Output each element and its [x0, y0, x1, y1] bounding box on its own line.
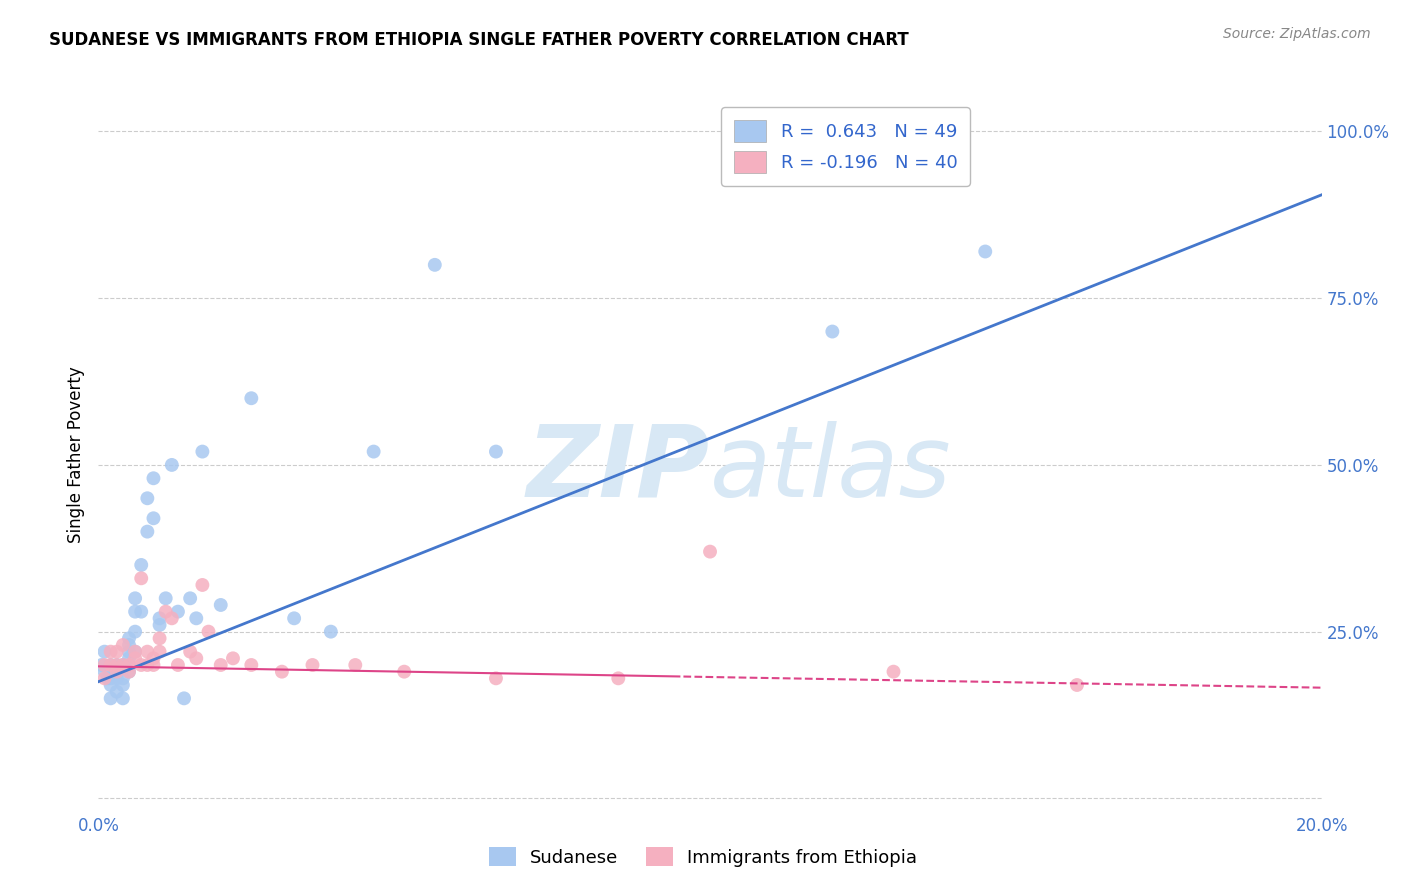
Point — [129, 658, 152, 673]
Point — [186, 611, 208, 625]
Point — [105, 645, 128, 659]
Point — [392, 665, 416, 679]
Point — [142, 658, 165, 673]
Point — [105, 665, 128, 679]
Point — [974, 244, 997, 259]
Point — [270, 665, 292, 679]
Point — [118, 632, 141, 646]
Point — [155, 605, 177, 619]
Point — [118, 665, 141, 679]
Point — [283, 611, 305, 625]
Point — [111, 658, 134, 673]
Point — [209, 598, 232, 612]
Point — [821, 325, 844, 339]
Point — [105, 671, 128, 685]
Point — [97, 671, 120, 685]
Point — [93, 671, 115, 685]
Point — [124, 645, 146, 659]
Point — [142, 471, 165, 485]
Point — [124, 651, 146, 665]
Legend: Sudanese, Immigrants from Ethiopia: Sudanese, Immigrants from Ethiopia — [482, 840, 924, 874]
Point — [179, 645, 201, 659]
Text: atlas: atlas — [710, 421, 952, 517]
Point — [129, 558, 152, 572]
Point — [699, 544, 721, 558]
Point — [149, 632, 172, 646]
Point — [118, 665, 141, 679]
Point — [105, 665, 128, 679]
Point — [118, 638, 141, 652]
Point — [136, 524, 159, 539]
Point — [240, 391, 263, 405]
Point — [149, 611, 172, 625]
Point — [129, 605, 152, 619]
Point — [142, 511, 165, 525]
Point — [93, 645, 115, 659]
Point — [240, 658, 263, 673]
Point — [100, 691, 122, 706]
Point — [155, 591, 177, 606]
Point — [149, 618, 172, 632]
Point — [118, 658, 141, 673]
Point — [191, 578, 214, 592]
Point — [93, 665, 115, 679]
Point — [160, 458, 183, 472]
Text: ZIP: ZIP — [527, 421, 710, 517]
Point — [105, 658, 128, 673]
Point — [136, 645, 159, 659]
Point — [1066, 678, 1088, 692]
Point — [301, 658, 323, 673]
Point — [93, 658, 115, 673]
Point — [607, 671, 630, 685]
Point — [124, 591, 146, 606]
Text: SUDANESE VS IMMIGRANTS FROM ETHIOPIA SINGLE FATHER POVERTY CORRELATION CHART: SUDANESE VS IMMIGRANTS FROM ETHIOPIA SIN… — [49, 31, 908, 49]
Point — [90, 658, 112, 673]
Point — [149, 645, 172, 659]
Text: Source: ZipAtlas.com: Source: ZipAtlas.com — [1223, 27, 1371, 41]
Point — [118, 651, 141, 665]
Y-axis label: Single Father Poverty: Single Father Poverty — [67, 367, 86, 543]
Point — [136, 491, 159, 506]
Point — [136, 658, 159, 673]
Point — [363, 444, 385, 458]
Point — [197, 624, 219, 639]
Point — [485, 671, 508, 685]
Point — [124, 624, 146, 639]
Point — [105, 658, 128, 673]
Point — [124, 605, 146, 619]
Point — [209, 658, 232, 673]
Point — [105, 684, 128, 698]
Point — [319, 624, 342, 639]
Point — [167, 658, 190, 673]
Point — [142, 651, 165, 665]
Point — [179, 591, 201, 606]
Point — [124, 645, 146, 659]
Point — [485, 444, 508, 458]
Point — [173, 691, 195, 706]
Point — [111, 638, 134, 652]
Point — [100, 658, 122, 673]
Point — [100, 658, 122, 673]
Legend: R =  0.643   N = 49, R = -0.196   N = 40: R = 0.643 N = 49, R = -0.196 N = 40 — [721, 107, 970, 186]
Point — [100, 671, 122, 685]
Point — [111, 691, 134, 706]
Point — [186, 651, 208, 665]
Point — [167, 605, 190, 619]
Point — [111, 678, 134, 692]
Point — [883, 665, 905, 679]
Point — [423, 258, 446, 272]
Point — [111, 671, 134, 685]
Point — [129, 571, 152, 585]
Point — [344, 658, 367, 673]
Point — [160, 611, 183, 625]
Point — [118, 645, 141, 659]
Point — [111, 658, 134, 673]
Point — [222, 651, 245, 665]
Point — [100, 645, 122, 659]
Point — [100, 678, 122, 692]
Point — [191, 444, 214, 458]
